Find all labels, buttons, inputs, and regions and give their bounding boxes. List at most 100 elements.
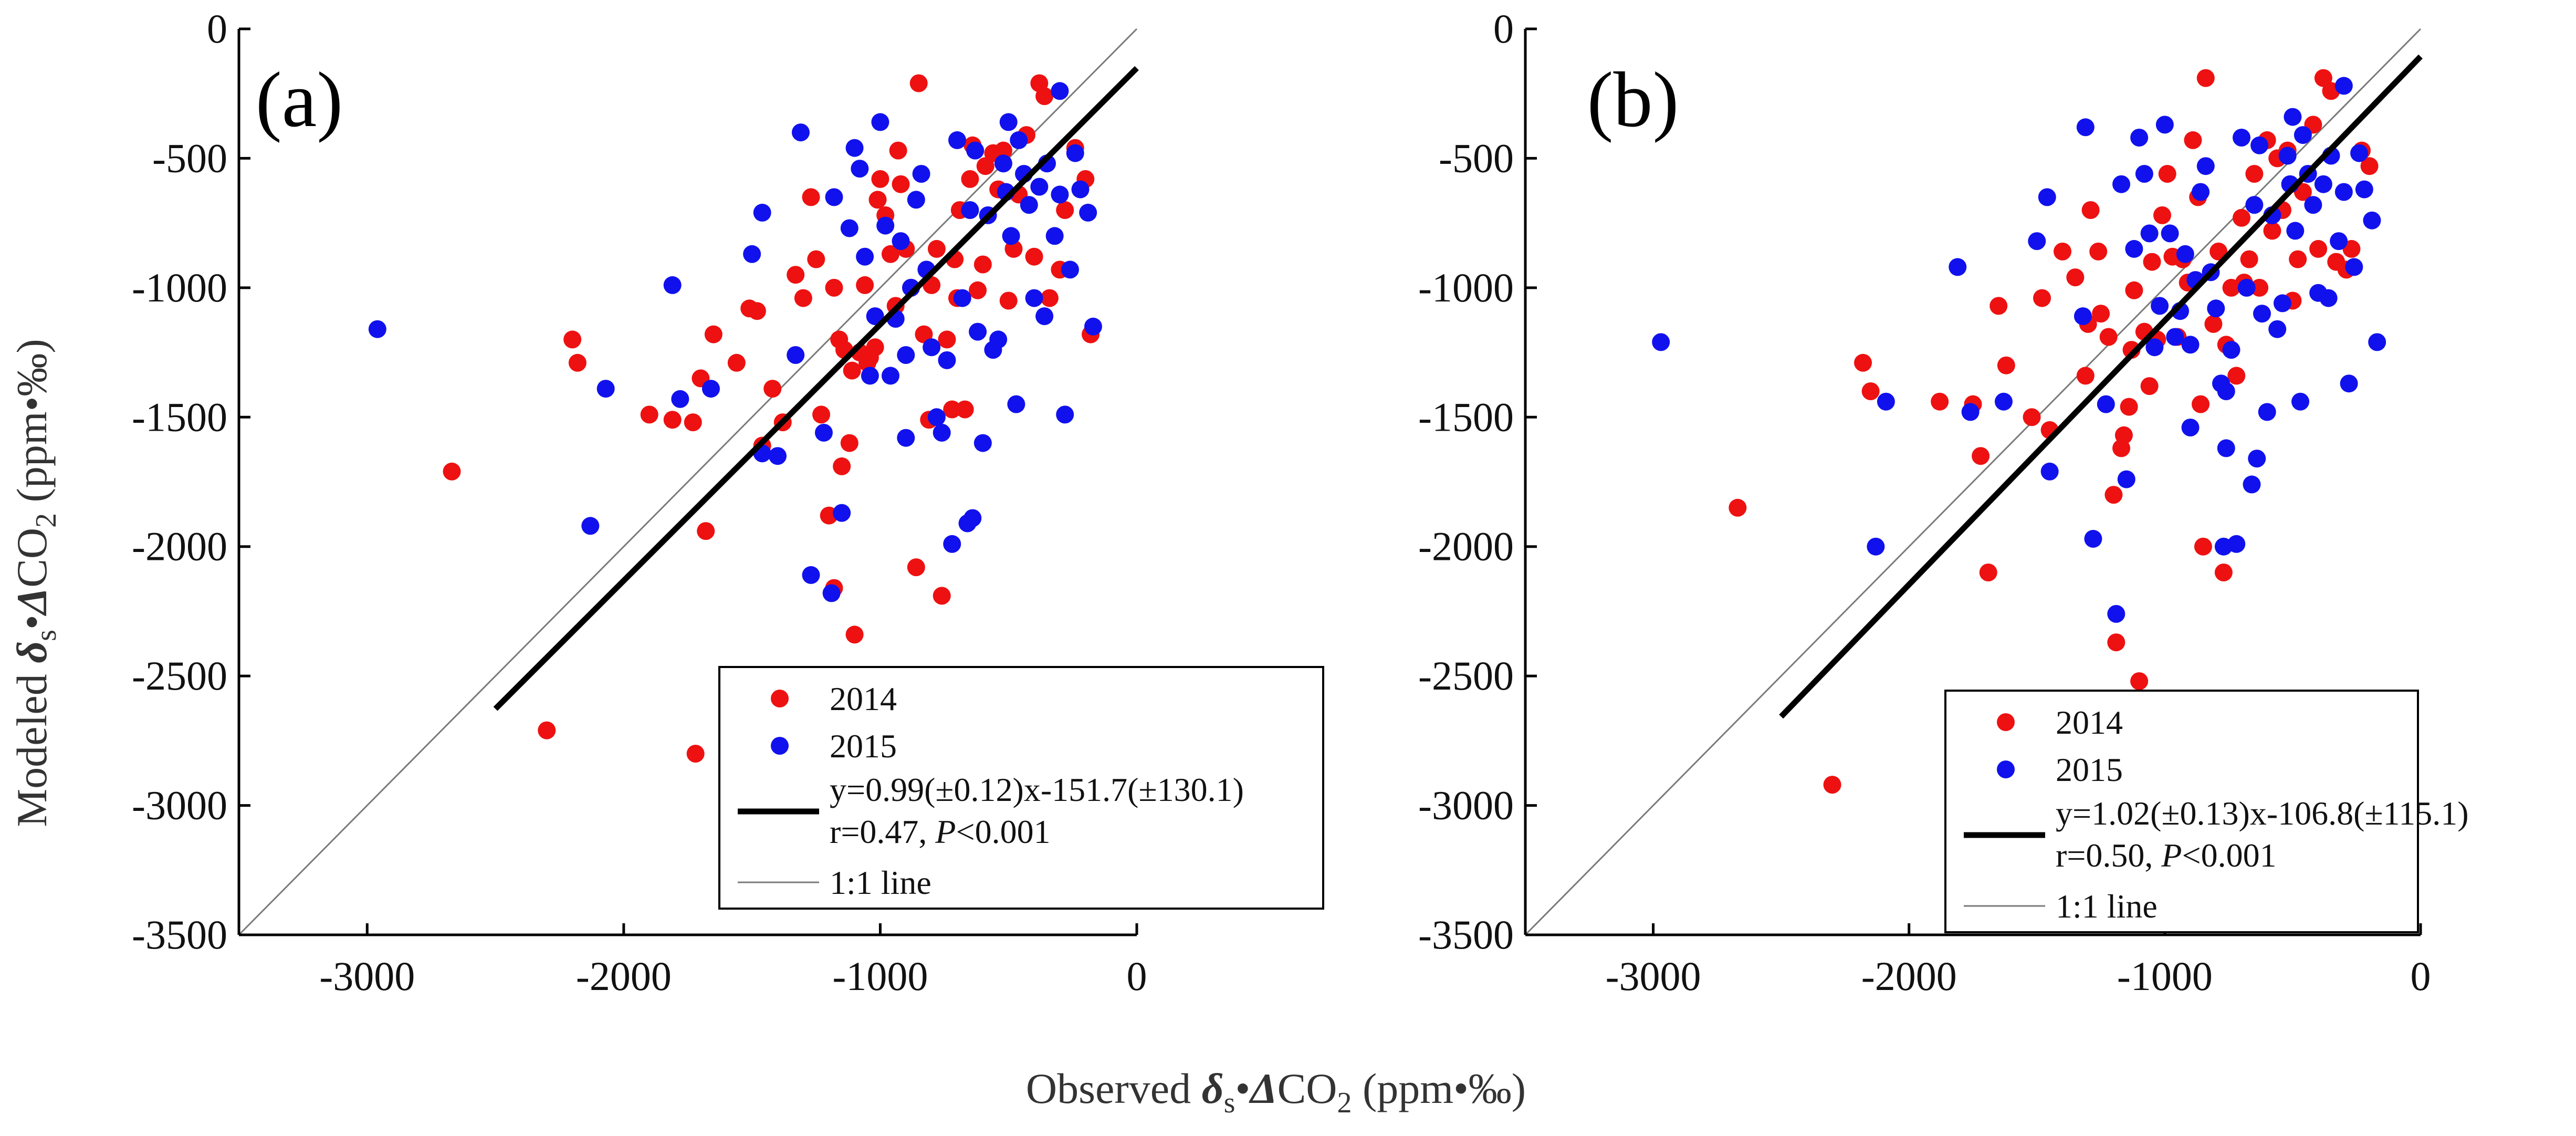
point-2014 xyxy=(704,325,722,343)
point-2015 xyxy=(840,219,858,237)
y-tick-label: -1500 xyxy=(1418,394,1514,440)
y-axis-title-bullet: • xyxy=(8,614,56,630)
point-2014 xyxy=(933,587,951,605)
y-tick-label: -2500 xyxy=(1418,653,1514,699)
point-2015 xyxy=(964,509,982,527)
x-axis-title-delta: δ xyxy=(1202,1065,1224,1112)
point-2014 xyxy=(2263,222,2281,240)
x-axis-title-Delta: Δ xyxy=(1249,1065,1277,1112)
point-2014 xyxy=(833,457,851,475)
point-2015 xyxy=(927,408,946,426)
x-tick-label: 0 xyxy=(1127,953,1147,999)
point-2015 xyxy=(2319,289,2338,307)
point-2014 xyxy=(568,353,587,372)
legend-fit-stats: r=0.47, P<0.001 xyxy=(830,813,1051,850)
point-2014 xyxy=(2092,305,2110,323)
point-2015 xyxy=(2217,382,2235,400)
point-2015 xyxy=(2097,395,2115,413)
point-2014 xyxy=(538,721,556,739)
point-2014 xyxy=(807,250,825,268)
point-2015 xyxy=(912,165,930,183)
y-axis-title-sub-s: s xyxy=(30,630,62,641)
point-2014 xyxy=(2081,201,2100,219)
point-2015 xyxy=(1035,307,1054,326)
legend-fit-stats-p: P xyxy=(2161,837,2182,874)
point-2014 xyxy=(727,353,746,372)
point-2015 xyxy=(2135,165,2153,183)
point-2015 xyxy=(2291,392,2310,411)
point-2014 xyxy=(2245,165,2264,183)
point-2014 xyxy=(1823,776,1841,794)
x-axis-title: Observed δs•ΔCO2 (ppm•‰) xyxy=(1026,1065,1526,1119)
point-2015 xyxy=(2214,537,2233,556)
point-2014 xyxy=(2099,328,2118,346)
point-2014 xyxy=(802,188,820,206)
point-2015 xyxy=(2304,196,2322,214)
point-2014 xyxy=(1040,289,1059,307)
point-2015 xyxy=(2243,475,2261,494)
point-2015 xyxy=(2181,419,2200,436)
point-2015 xyxy=(2258,403,2276,421)
point-2015 xyxy=(833,504,851,522)
y-tick-label: 0 xyxy=(207,6,227,51)
point-2015 xyxy=(2233,129,2250,147)
point-2014 xyxy=(2214,564,2233,581)
y-tick-label: -500 xyxy=(1439,135,1514,181)
point-2014 xyxy=(763,380,782,398)
point-2015 xyxy=(2084,529,2102,548)
series-2015 xyxy=(368,82,1102,602)
y-tick-label: -500 xyxy=(152,135,227,181)
x-axis-title-sub-2: 2 xyxy=(1337,1087,1352,1119)
point-2014 xyxy=(2314,69,2332,87)
point-2015 xyxy=(2222,341,2240,359)
point-2014 xyxy=(2114,426,2133,444)
point-2015 xyxy=(1994,392,2013,411)
legend-fit-stats: r=0.50, P<0.001 xyxy=(2056,837,2277,874)
point-2015 xyxy=(1056,405,1074,424)
panel-a: 0 -500 -1000 -1500 -2000 -2500 -3000 -3500 -3000… xyxy=(132,6,1324,999)
point-2015 xyxy=(2155,116,2174,134)
point-2015 xyxy=(2253,305,2271,323)
point-2014 xyxy=(2143,253,2161,271)
point-2015 xyxy=(2076,118,2095,137)
point-2015 xyxy=(871,113,889,131)
legend-marker-2014 xyxy=(771,690,789,707)
point-2015 xyxy=(1079,203,1097,222)
y-tick-label: -2000 xyxy=(1418,524,1514,569)
point-2014 xyxy=(999,291,1018,310)
point-2015 xyxy=(2294,126,2312,144)
point-2014 xyxy=(2233,209,2250,227)
y-axis-title: Modeled δs•ΔCO2 (ppm•‰) xyxy=(8,339,62,827)
x-axis-title-bullet: • xyxy=(1235,1065,1250,1112)
point-2015 xyxy=(787,346,805,364)
point-2015 xyxy=(2268,320,2287,338)
point-2015 xyxy=(825,188,843,206)
point-2015 xyxy=(1061,260,1079,279)
x-tick-label: -1000 xyxy=(832,953,928,999)
legend-fit-stats-r: r=0.47, xyxy=(830,813,935,850)
point-2014 xyxy=(994,141,1012,160)
x-tick-label: -2000 xyxy=(1861,953,1957,999)
series-2015 xyxy=(1652,77,2386,623)
point-2014 xyxy=(1025,247,1043,266)
point-2014 xyxy=(889,141,907,160)
point-2015 xyxy=(1949,258,1967,276)
point-2015 xyxy=(2340,374,2358,393)
point-2014 xyxy=(2153,206,2171,224)
point-2014 xyxy=(927,239,946,258)
point-2015 xyxy=(2248,450,2266,468)
point-2015 xyxy=(2112,175,2131,193)
point-2014 xyxy=(2192,395,2210,413)
point-2014 xyxy=(686,745,705,763)
point-2015 xyxy=(2166,328,2184,346)
point-2014 xyxy=(2196,69,2215,87)
y-tick-label: -3000 xyxy=(132,783,227,828)
point-2014 xyxy=(969,281,987,299)
point-2015 xyxy=(1002,227,1020,245)
point-2015 xyxy=(671,390,689,408)
point-2015 xyxy=(2330,232,2348,251)
point-2014 xyxy=(1854,353,1872,372)
point-2015 xyxy=(1877,392,1895,411)
point-2015 xyxy=(596,380,615,398)
point-2014 xyxy=(856,276,874,294)
